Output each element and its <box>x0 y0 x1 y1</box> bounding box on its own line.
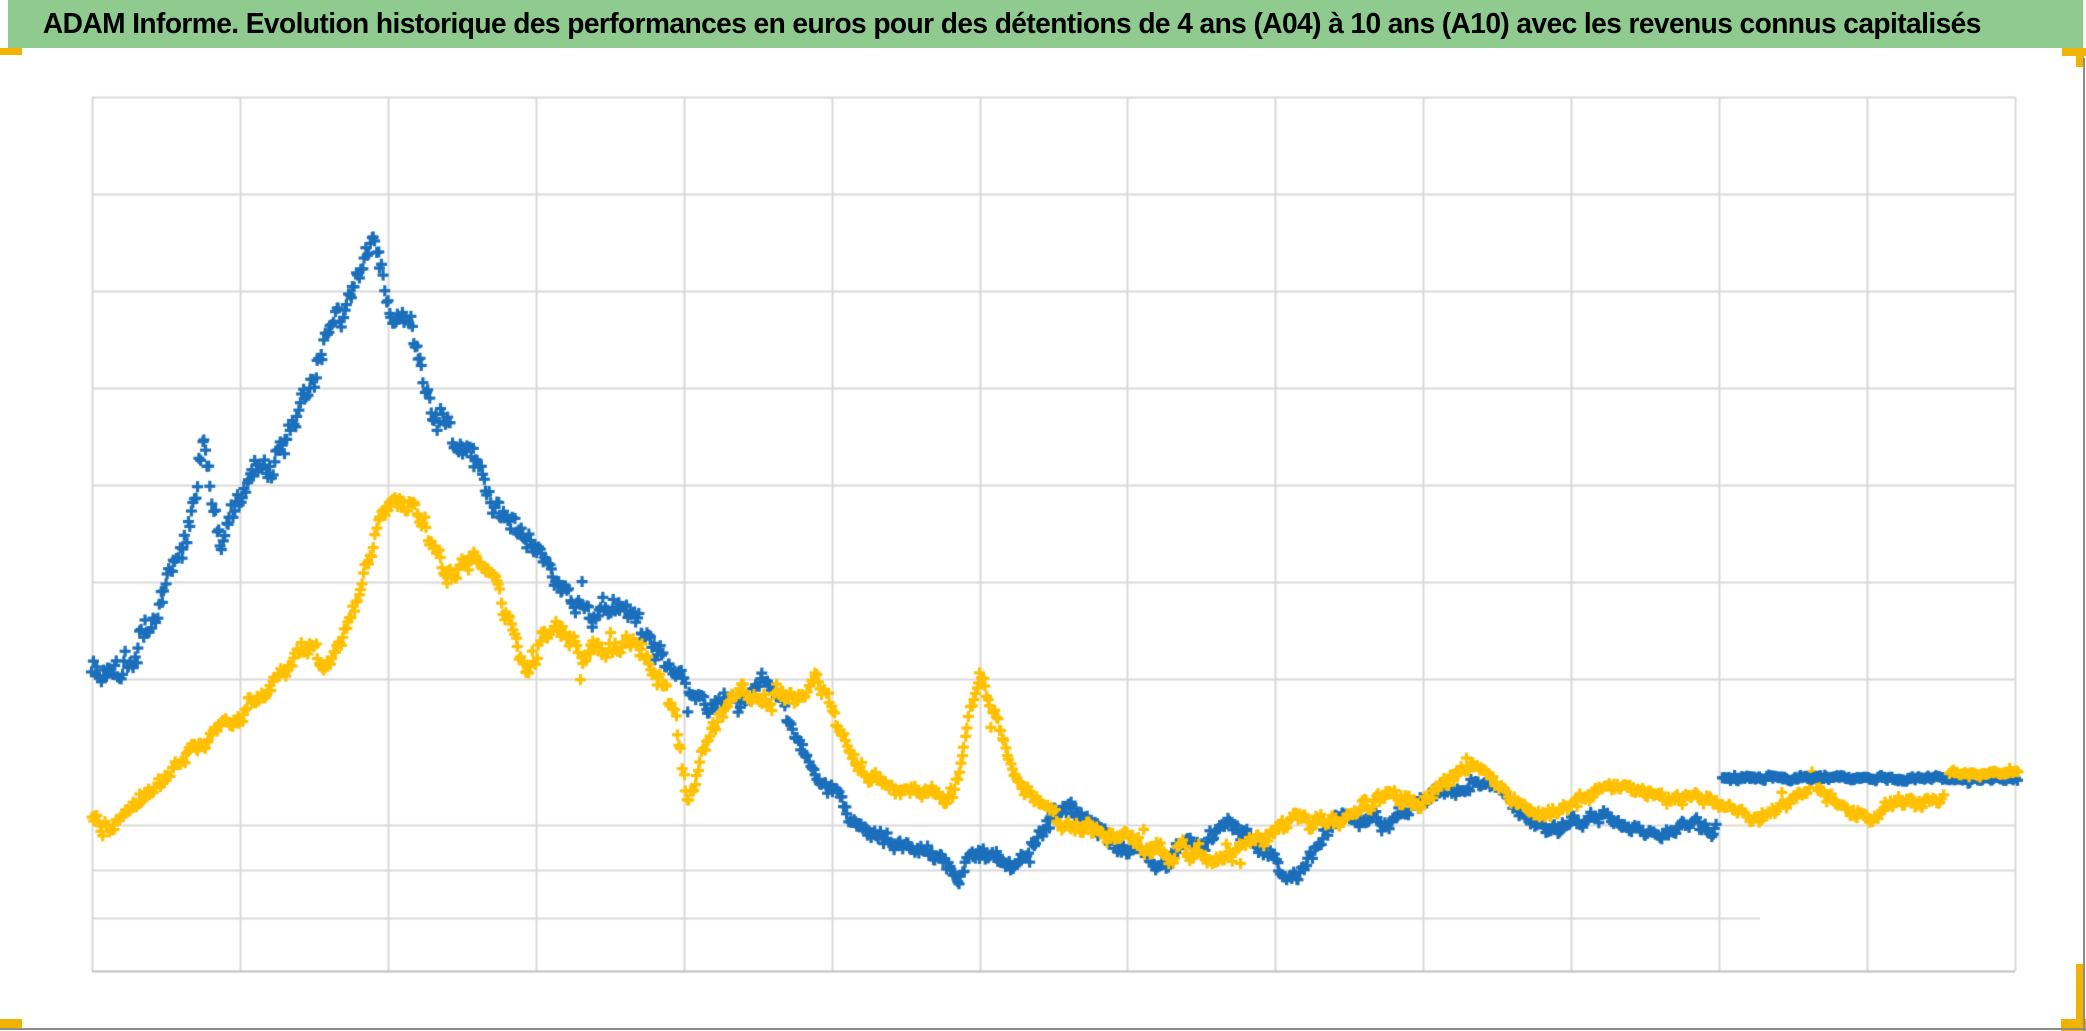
corner-marker-bottom-right-v <box>2076 964 2084 1031</box>
corner-marker-top-right-h <box>2062 48 2086 56</box>
corner-marker-bottom-left <box>0 1019 22 1030</box>
corner-marker-top-right-v <box>2076 48 2084 67</box>
page-edge-right <box>2083 58 2085 1031</box>
corner-marker-top-left <box>0 48 22 55</box>
page-edge-bottom <box>0 1028 2086 1030</box>
header-bar: ADAM Informe. Evolution historique des p… <box>8 0 2083 48</box>
page-title: ADAM Informe. Evolution historique des p… <box>42 7 1981 40</box>
